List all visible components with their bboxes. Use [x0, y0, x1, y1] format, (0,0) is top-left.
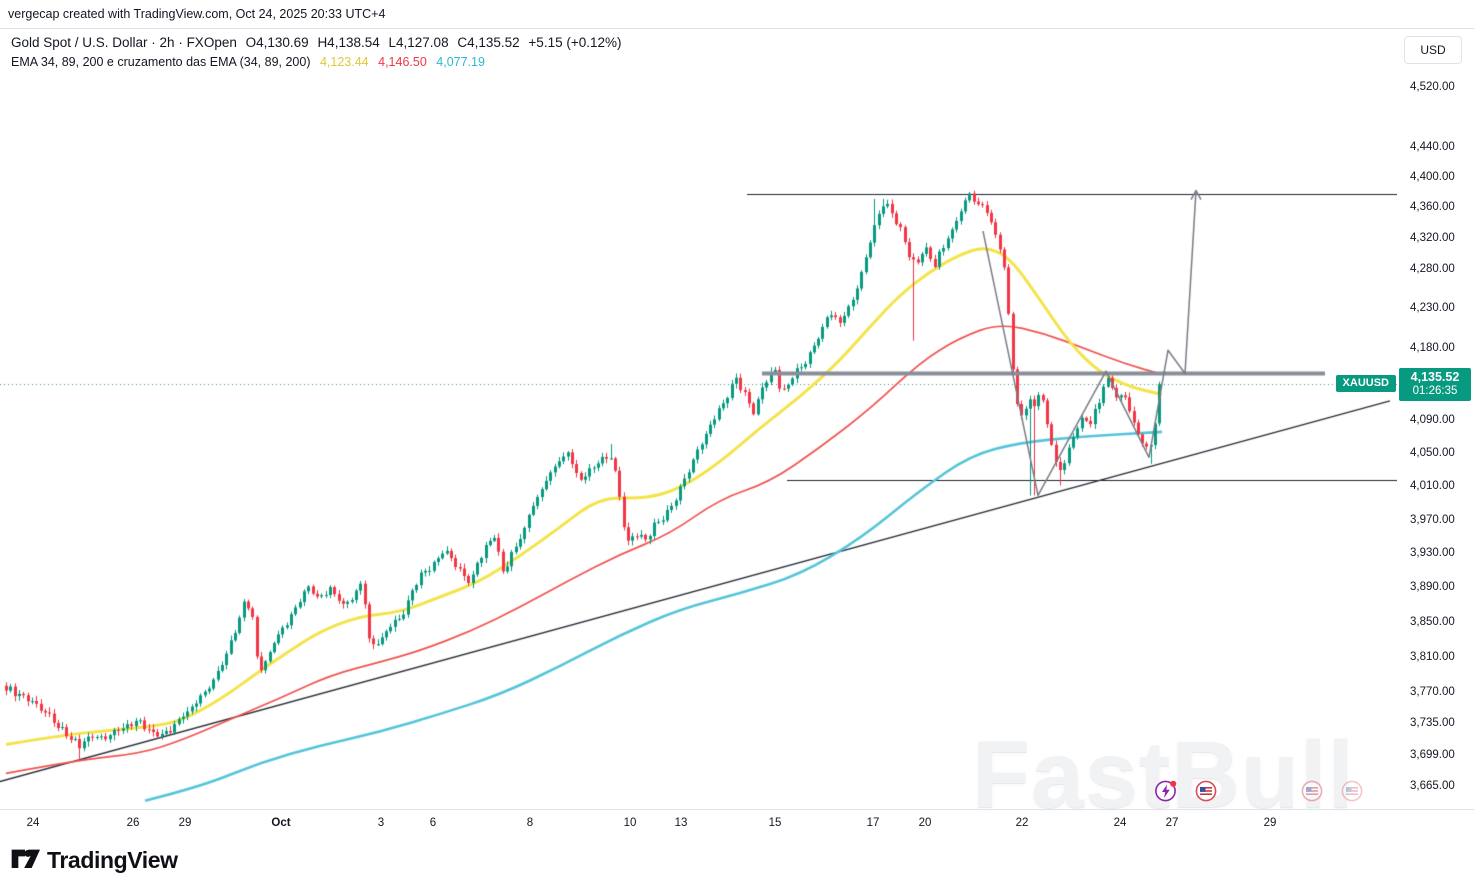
price-tick-label: 4,280.00 [1410, 262, 1455, 275]
price-tick-label: 3,665.00 [1410, 780, 1455, 792]
time-tick-label: 29 [178, 817, 192, 829]
flash-event-icon[interactable] [1154, 779, 1178, 803]
tradingview-footer-logo[interactable]: TradingView [10, 844, 178, 877]
last-price-badge: 4,135.52 01:26:35 [1399, 368, 1471, 402]
price-tick-label: 4,360.00 [1410, 201, 1455, 214]
tradingview-logo-icon [10, 844, 40, 877]
time-tick-label: 20 [918, 817, 932, 829]
price-tick-label: 3,735.00 [1410, 716, 1455, 729]
time-tick-label: 17 [866, 817, 880, 829]
ema34-value: 4,123.44 [319, 55, 369, 69]
ohlc-low: L4,127.08 [388, 35, 449, 50]
price-tick-label: 3,699.00 [1410, 749, 1455, 762]
price-tick-label: 4,400.00 [1410, 170, 1455, 183]
chart-canvas[interactable] [0, 29, 1397, 809]
time-tick-label: 22 [1015, 817, 1029, 829]
time-tick-label: 3 [377, 817, 385, 829]
price-tick-label: 4,440.00 [1410, 140, 1455, 153]
ohlc-open: O4,130.69 [245, 35, 309, 50]
price-tick-label: 4,230.00 [1410, 302, 1455, 315]
attribution-bar: vergecap created with TradingView.com, O… [0, 0, 1474, 28]
currency-usd-button[interactable]: USD [1404, 36, 1462, 64]
price-tick-label: 3,890.00 [1410, 581, 1455, 594]
price-tick-label: 3,970.00 [1410, 513, 1455, 526]
us-flag-event-icon[interactable] [1194, 779, 1218, 803]
price-tick-label: 4,180.00 [1410, 341, 1455, 354]
ema89-value: 4,146.50 [378, 55, 427, 69]
time-tick-label: 24 [26, 817, 40, 829]
price-tick-label: 3,810.00 [1410, 650, 1455, 663]
time-tick-label: 29 [1263, 817, 1277, 829]
time-tick-label: 8 [526, 817, 534, 829]
time-tick-label: 6 [429, 817, 437, 829]
time-tick-label: 10 [623, 817, 637, 829]
ohlc-high: H4,138.54 [317, 35, 380, 50]
time-tick-label: 13 [674, 817, 688, 829]
chart-plot[interactable]: FastBull Gold Spot / U.S. Dollar · 2h · … [0, 29, 1398, 828]
price-tick-label: 3,770.00 [1410, 685, 1455, 698]
time-tick-label: 27 [1165, 817, 1179, 829]
time-tick-label: 24 [1113, 817, 1127, 829]
last-price-value: 4,135.52 [1410, 370, 1460, 385]
time-tick-label: 15 [768, 817, 782, 829]
ohlc-close: C4,135.52 [457, 35, 520, 50]
indicator-label: EMA 34, 89, 200 e cruzamento das EMA (34… [11, 55, 311, 69]
us-flag-event-icon[interactable] [1340, 779, 1364, 803]
time-tick-label: 26 [126, 817, 140, 829]
time-axis[interactable]: 24 26 29 Oct 3 6 8 10 13 15 17 20 22 24 27 29 [0, 809, 1474, 838]
price-tick-label: 4,520.00 [1410, 81, 1455, 93]
price-tick-label: 4,090.00 [1410, 414, 1455, 427]
symbol-title[interactable]: Gold Spot / U.S. Dollar · 2h · FXOpen [11, 35, 237, 50]
price-tick-label: 4,010.00 [1410, 480, 1455, 493]
attribution-text: vergecap created with TradingView.com, O… [8, 7, 386, 21]
price-axis[interactable]: USD 4,520.00 4,440.00 4,400.00 4,360.00 4,32… [1397, 29, 1474, 809]
ema200-value: 4,077.19 [436, 55, 485, 69]
price-tick-label: 4,320.00 [1410, 231, 1455, 244]
ohlc-change: +5.15 (+0.12%) [528, 35, 622, 50]
symbol-header: Gold Spot / U.S. Dollar · 2h · FXOpen O4… [11, 35, 627, 69]
bar-countdown: 01:26:35 [1412, 385, 1458, 398]
symbol-line: Gold Spot / U.S. Dollar · 2h · FXOpen O4… [11, 35, 627, 50]
last-price-symbol-label: XAUUSD [1335, 375, 1396, 393]
price-tick-label: 4,050.00 [1410, 447, 1455, 459]
price-tick-label: 3,930.00 [1410, 547, 1455, 560]
price-tick-label: 3,850.00 [1410, 615, 1455, 628]
indicator-row[interactable]: EMA 34, 89, 200 e cruzamento das EMA (34… [11, 55, 627, 69]
us-flag-event-icon[interactable] [1300, 779, 1324, 803]
time-tick-label: Oct [271, 817, 291, 829]
tradingview-logo-text: TradingView [47, 847, 178, 873]
chart-frame: FastBull Gold Spot / U.S. Dollar · 2h · … [0, 28, 1474, 837]
